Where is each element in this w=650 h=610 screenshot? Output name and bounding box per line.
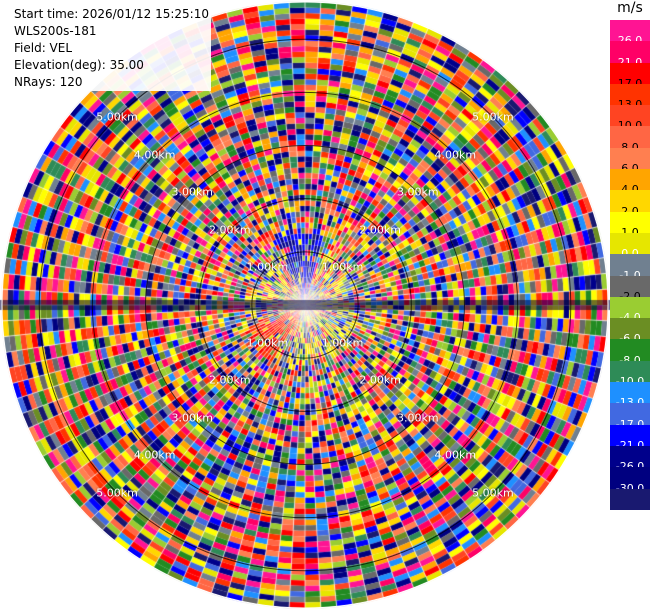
colorbar-stack: 26.021.017.013.010.08.06.04.02.01.00.0-1… <box>610 20 650 510</box>
range-ring-label: 4.00km <box>133 148 176 162</box>
colorbar-cell: 21.0 <box>610 41 650 69</box>
nrays-text: NRays: 120 <box>14 75 83 89</box>
colorbar-cell: 13.0 <box>610 83 650 111</box>
colorbar-cell: -30.0 <box>610 467 650 495</box>
range-ring <box>198 198 412 412</box>
range-ring-label: 5.00km <box>472 110 514 124</box>
velocity-ppi-canvas <box>0 0 610 610</box>
colorbar-cell: -4.0 <box>610 296 650 324</box>
range-ring <box>145 145 465 465</box>
colorbar-cell: 26.0 <box>610 20 650 47</box>
range-ring-label: 1.00km <box>321 260 364 274</box>
range-ring-label: 3.00km <box>396 411 439 425</box>
range-ring <box>38 38 572 572</box>
range-ring-label: 2.00km <box>209 223 251 237</box>
ppi-outer-boundary <box>1 1 609 609</box>
colorbar-cell: 2.0 <box>610 190 650 218</box>
colorbar-cell: 10.0 <box>610 105 650 132</box>
range-ring-label: 4.00km <box>133 448 176 462</box>
colorbar-cell: -10.0 <box>610 360 650 388</box>
range-ring-label: 3.00km <box>171 185 214 199</box>
range-ring-label: 1.00km <box>246 336 289 350</box>
colorbar-cell <box>610 488 650 510</box>
range-ring-label: 2.00km <box>359 373 401 387</box>
colorbar-unit: m/s <box>617 0 643 16</box>
range-ring-label: 4.00km <box>434 148 477 162</box>
velocity-colorbar: m/s 26.021.017.013.010.08.06.04.02.01.00… <box>610 0 650 610</box>
ppi-plot: 1.00km 1.00km 1.00km 1.00km 2.00km 2.00km 2.00… <box>0 0 610 610</box>
range-ring-label: 2.00km <box>209 373 251 387</box>
colorbar-cell: -1.0 <box>610 254 650 282</box>
range-ring-label: 3.00km <box>396 185 439 199</box>
range-ring <box>251 251 359 359</box>
colorbar-cell: 4.0 <box>610 169 650 196</box>
colorbar-cell: -17.0 <box>610 403 650 431</box>
colorbar-cell: -26.0 <box>610 445 650 473</box>
range-ring-label: 4.00km <box>434 448 477 462</box>
range-ring-label: 2.00km <box>359 223 401 237</box>
colorbar-cell: 6.0 <box>610 147 650 175</box>
range-ring-label: 1.00km <box>246 260 289 274</box>
colorbar-cell: -2.0 <box>610 275 650 303</box>
start-time-text: Start time: 2026/01/12 15:25:10 <box>14 7 209 21</box>
colorbar-cell: 8.0 <box>610 126 650 154</box>
range-ring <box>91 91 519 519</box>
device-name-text: WLS200s-181 <box>14 24 97 38</box>
colorbar-cell: 1.0 <box>610 211 650 239</box>
field-text: Field: VEL <box>14 41 73 55</box>
scan-info-panel: Start time: 2026/01/12 15:25:10 WLS200s-… <box>12 6 211 91</box>
range-ring-overlay <box>1 1 609 609</box>
range-ring-label: 3.00km <box>171 411 214 425</box>
range-ring-label: 1.00km <box>321 336 364 350</box>
colorbar-cell: 0.0 <box>610 232 650 260</box>
range-ring-label: 5.00km <box>96 110 138 124</box>
range-ring-label: 5.00km <box>96 486 138 500</box>
colorbar-cell: -6.0 <box>610 318 650 345</box>
colorbar-cell: -21.0 <box>610 424 650 452</box>
colorbar-cell: -13.0 <box>610 382 650 409</box>
colorbar-cell: 17.0 <box>610 62 650 90</box>
colorbar-cell: -8.0 <box>610 339 650 367</box>
elevation-text: Elevation(deg): 35.00 <box>14 58 144 72</box>
range-ring-label: 5.00km <box>472 486 514 500</box>
